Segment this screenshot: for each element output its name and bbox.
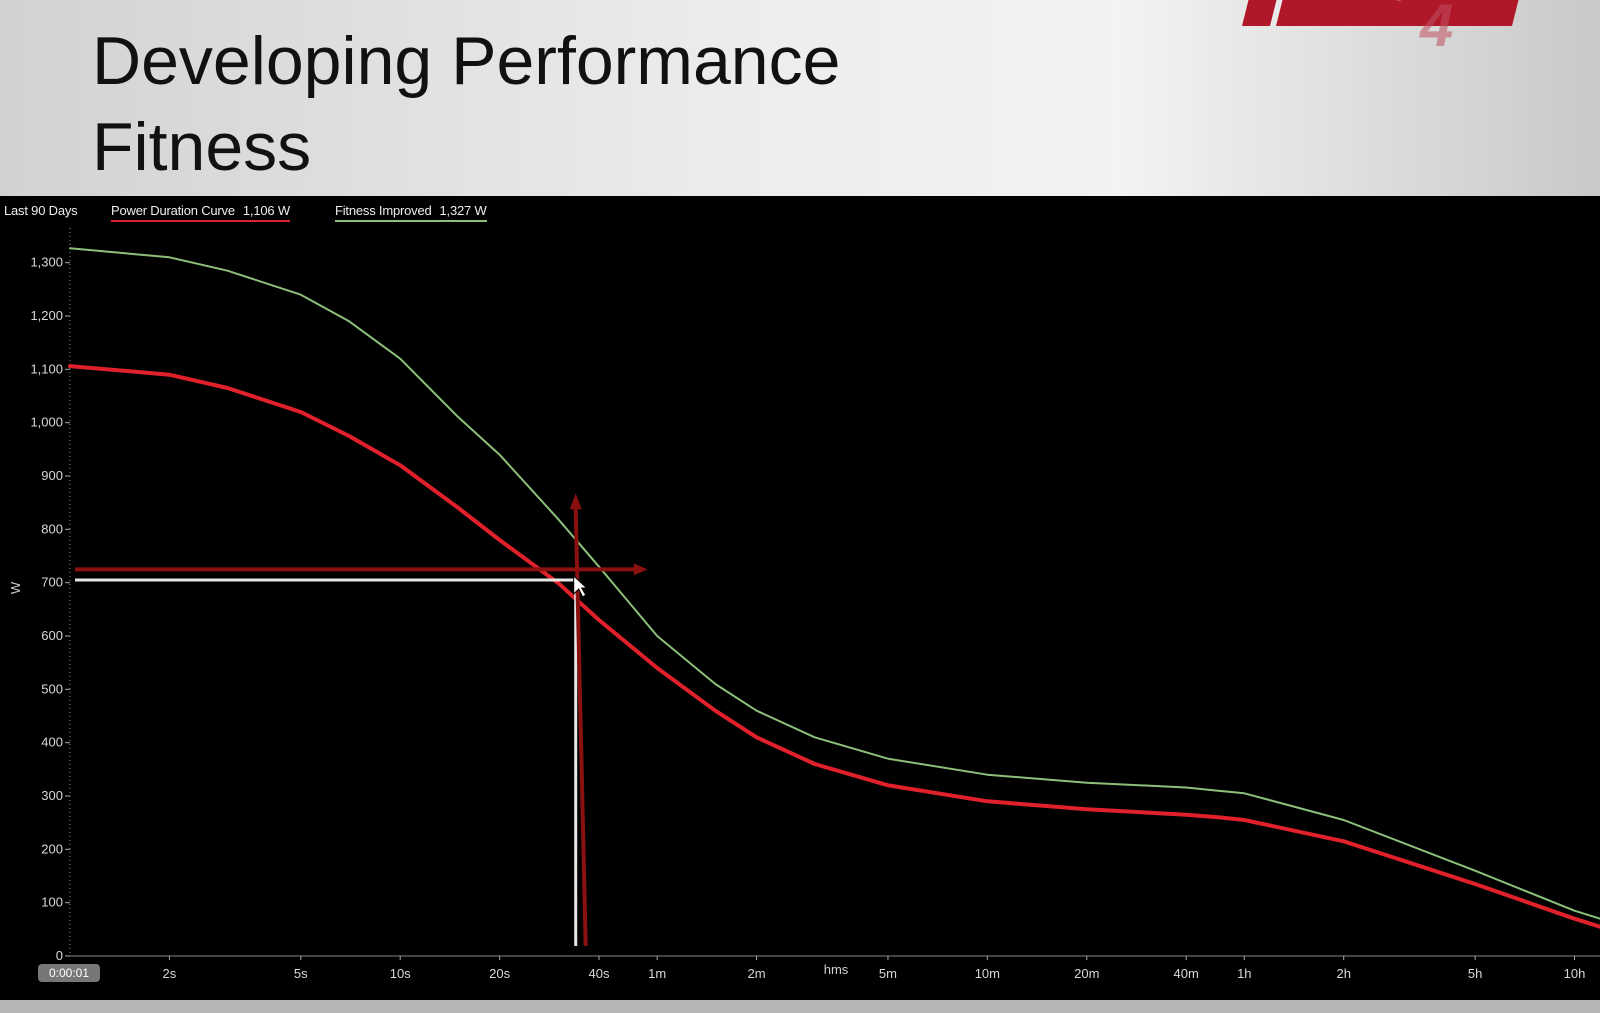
crosshair-right-arrowhead <box>633 563 648 576</box>
slide-header: Developing Performance Fitness WKO 4 <box>0 0 1600 196</box>
y-tick-label: 900 <box>41 468 63 483</box>
power-duration-chart[interactable]: 0 100 200 300 400 500 600 700 800 900 1,000 1,100 1,… <box>0 196 1600 1000</box>
x-axis-label: hms <box>824 962 849 977</box>
y-tick-label: 300 <box>41 788 63 803</box>
x-tick-label: 2m <box>748 966 766 981</box>
x-tick-label: 20s <box>489 966 510 981</box>
slide-footer <box>0 1000 1600 1013</box>
x-tick-label: 1m <box>648 966 666 981</box>
x-tick-label: 40s <box>589 966 610 981</box>
logo-number: 4 <box>1419 0 1453 59</box>
y-tick-label: 700 <box>41 575 63 590</box>
x-tick-label: 20m <box>1074 966 1099 981</box>
y-tick-label: 100 <box>41 895 63 910</box>
slide-title: Developing Performance Fitness <box>92 18 992 190</box>
wko-logo: WKO 4 <box>1242 0 1519 59</box>
y-tick-label: 500 <box>41 681 63 696</box>
legend-fitness-improved[interactable]: Fitness Improved 1,327 W <box>335 203 487 222</box>
legend-series1-name: Power Duration Curve <box>111 203 235 218</box>
fitness-improved-line <box>69 247 1600 920</box>
y-tick-label: 800 <box>41 521 63 536</box>
x-tick-label: 10m <box>975 966 1000 981</box>
power-duration-curve-line <box>68 364 1600 929</box>
y-axis-label: W <box>8 581 23 594</box>
y-tick-label: 1,000 <box>30 415 63 430</box>
x-tick-label: 10s <box>390 966 411 981</box>
legend-date-range[interactable]: Last 90 Days <box>4 203 78 218</box>
x-axis: 2s 5s 10s 20s 40s 1m 2m 5m 10m 20m 40m 1h 2h 5h 10h <box>70 955 1600 981</box>
annotation-layer <box>75 493 648 947</box>
chart-legend: Last 90 Days Power Duration Curve 1,106 W… <box>0 196 1600 226</box>
legend-series2-name: Fitness Improved <box>335 203 432 218</box>
x-tick-label: 5s <box>294 966 308 981</box>
series-layer <box>68 247 1600 929</box>
x-tick-label: 40m <box>1174 966 1199 981</box>
slide-title-line1: Developing Performance <box>92 23 841 99</box>
y-tick-label: 600 <box>41 628 63 643</box>
slide-title-line2: Fitness <box>92 109 312 185</box>
y-tick-label: 1,300 <box>30 255 63 270</box>
y-tick-label: 200 <box>41 841 63 856</box>
x-tick-label: 5m <box>879 966 897 981</box>
y-axis: 0 100 200 300 400 500 600 700 800 900 1,000 1,100 1,… <box>30 228 71 963</box>
legend-series2-value: 1,327 W <box>439 203 487 218</box>
x-tick-label: 2s <box>163 966 177 981</box>
y-tick-label: 0 <box>56 948 63 963</box>
y-tick-label: 1,100 <box>30 361 63 376</box>
logo-text: WKO <box>1330 0 1413 8</box>
x-tick-label: 1h <box>1237 966 1251 981</box>
chart-panel[interactable]: Last 90 Days Power Duration Curve 1,106 W… <box>0 196 1600 1000</box>
legend-series1-value: 1,106 W <box>242 203 290 218</box>
mouse-cursor-icon <box>573 574 588 598</box>
x-tick-label: 2h <box>1336 966 1350 981</box>
x-tick-label: 5h <box>1468 966 1482 981</box>
x-start-badge[interactable]: 0:00:01 <box>38 964 100 982</box>
legend-power-duration-curve[interactable]: Power Duration Curve 1,106 W <box>111 203 290 222</box>
x-tick-label: 10h <box>1564 966 1586 981</box>
crosshair-up-arrowhead <box>569 493 582 510</box>
y-tick-label: 1,200 <box>30 308 63 323</box>
y-tick-label: 400 <box>41 735 63 750</box>
